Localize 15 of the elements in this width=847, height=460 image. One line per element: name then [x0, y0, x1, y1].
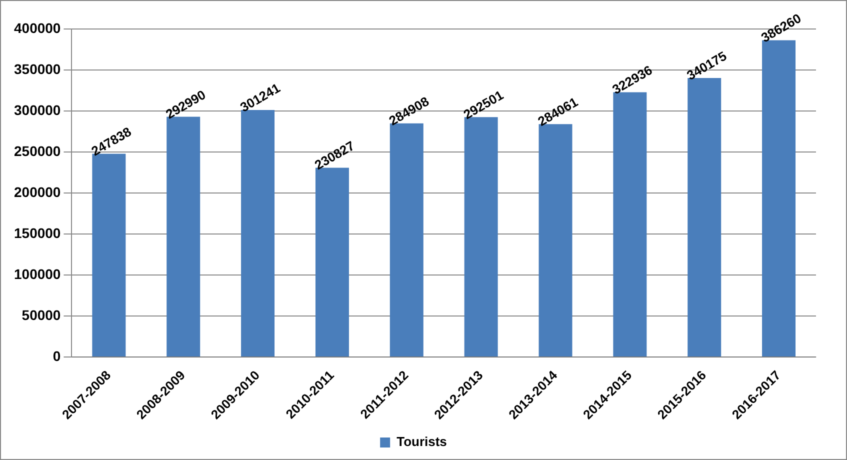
y-tick-label: 400000 — [14, 20, 61, 36]
bar — [688, 78, 722, 357]
legend-label: Tourists — [396, 434, 447, 450]
y-tick-label: 100000 — [14, 266, 61, 282]
bar — [762, 40, 796, 357]
y-tick-label: 0 — [52, 348, 61, 364]
y-tick-label: 250000 — [14, 142, 61, 159]
y-tick-label: 350000 — [14, 60, 61, 77]
bar — [241, 110, 275, 357]
bar — [613, 92, 647, 357]
y-tick-label: 50000 — [22, 306, 61, 323]
bar — [538, 124, 572, 357]
y-tick-label: 300000 — [14, 102, 61, 118]
y-tick-label: 150000 — [14, 224, 61, 241]
y-tick-label: 200000 — [14, 184, 61, 200]
